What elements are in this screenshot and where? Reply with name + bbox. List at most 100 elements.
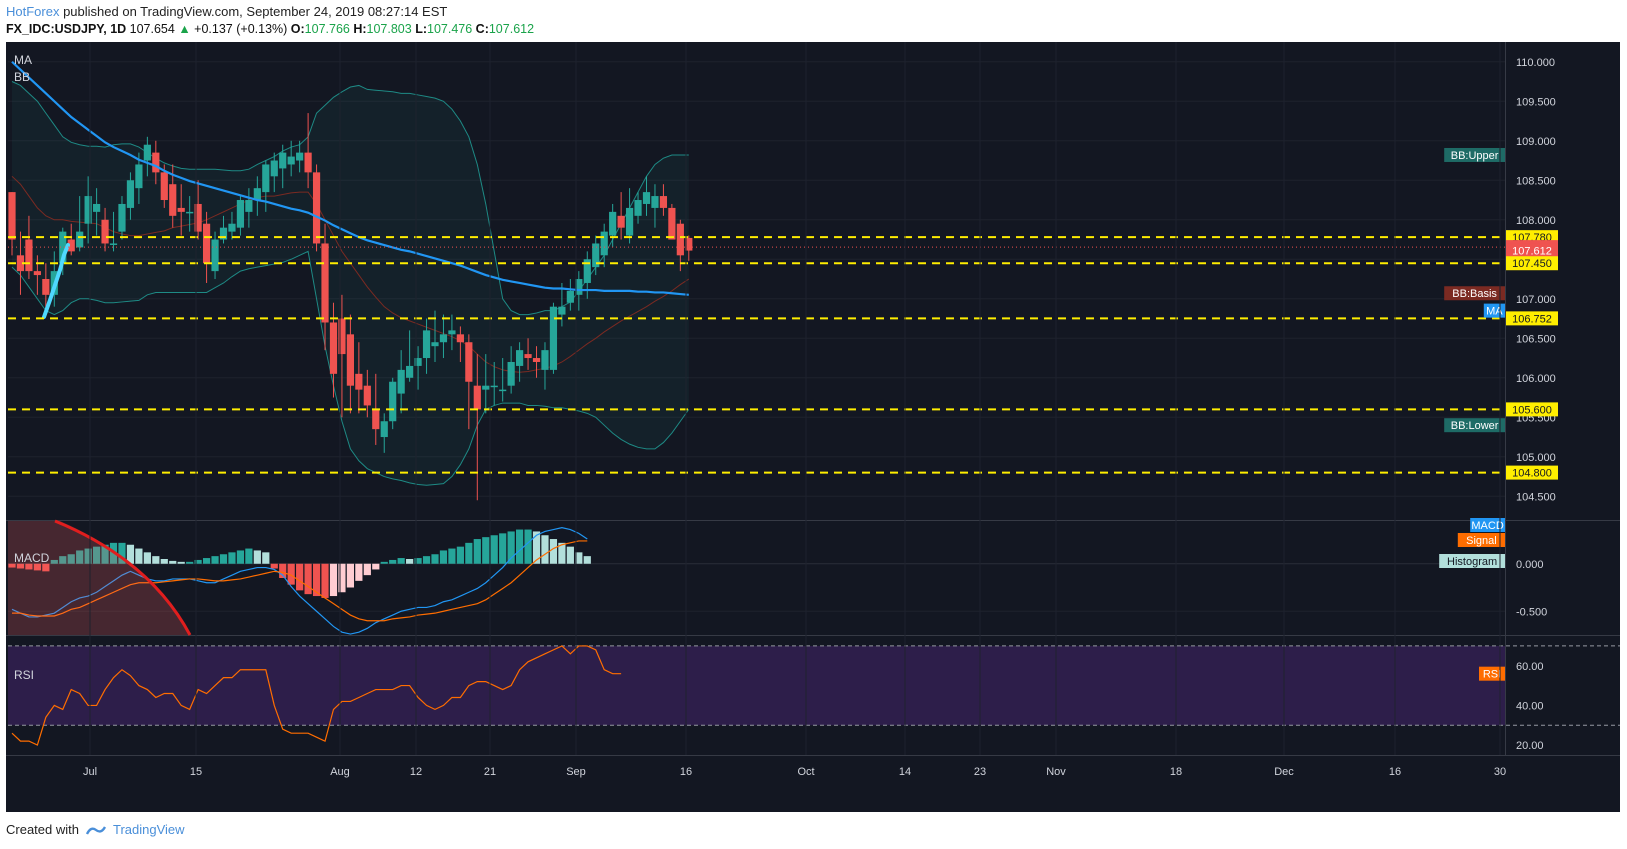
series-tag: BB:Lower (1444, 418, 1505, 433)
close-label: C: (472, 22, 489, 36)
candle-body (592, 243, 600, 268)
histogram-bar (194, 559, 202, 564)
candle-body (101, 219, 109, 244)
candle (304, 113, 312, 189)
candle-body (490, 385, 498, 388)
macd-legend-text: Signal (1466, 535, 1497, 547)
rsi-tick-label: 20.00 (1516, 740, 1544, 752)
histogram-bar (304, 563, 312, 595)
price-tag: 104.800 (1506, 465, 1558, 480)
up-arrow-icon: ▲ (178, 22, 191, 36)
candle (84, 176, 92, 244)
series-tag-bg (1444, 418, 1505, 433)
histogram-bar (549, 539, 558, 564)
time-tick-label: 16 (1389, 766, 1401, 778)
histogram-bar (473, 539, 481, 564)
rsi-legend-text: RSI (1483, 669, 1501, 681)
candle-body (59, 231, 67, 264)
candle-body (634, 200, 642, 216)
candle (532, 346, 541, 378)
arc-shade (8, 521, 190, 635)
open-value: 107.766 (304, 22, 350, 36)
macd-panel[interactable] (6, 519, 1620, 636)
histogram-bar (16, 563, 25, 569)
series-tag: MA (1483, 303, 1505, 318)
symbol-label: FX_IDC:USDJPY, 1D (6, 22, 130, 36)
candle-body (363, 385, 371, 406)
price-tick-label: 106.000 (1516, 373, 1556, 385)
candle-body (406, 365, 414, 378)
candle-body (431, 342, 439, 347)
price-tag: 105.600 (1506, 402, 1558, 417)
candle (177, 184, 185, 236)
series-tag-bg (1444, 147, 1505, 162)
candle-body (372, 409, 380, 430)
macd-legend-bg (1439, 554, 1505, 568)
publish-info: published on TradingView.com, September … (59, 4, 448, 19)
candle-body (143, 144, 151, 161)
macd-legend-tag: MACD (1470, 518, 1505, 532)
candle (270, 152, 278, 193)
candle (600, 223, 608, 268)
candle-body (279, 152, 287, 169)
candle (93, 188, 101, 236)
histogram-bar (143, 552, 151, 564)
series-tag: BB:Basis (1444, 286, 1505, 301)
tradingview-link[interactable]: TradingView (112, 822, 185, 837)
price-panel[interactable] (6, 60, 1620, 521)
candle-body (397, 369, 405, 394)
candle-body (8, 192, 16, 240)
histogram-bar (456, 546, 464, 564)
time-axis[interactable]: Jul 15 Aug 12 21 Sep 16 Oct 14 23 Nov 18 Dec 16 30 (83, 42, 1506, 778)
candle-body (482, 385, 490, 390)
candle-body (228, 223, 236, 232)
histogram-bar (8, 563, 16, 568)
histogram-bar (346, 563, 354, 588)
histogram-bar (296, 563, 304, 591)
histogram-bar (202, 558, 211, 564)
candle (346, 314, 354, 414)
candle (414, 346, 422, 390)
time-tick-label: Sep (566, 766, 586, 778)
candle-body (448, 330, 456, 335)
histogram-bar (431, 554, 439, 564)
price-tag-text: 104.800 (1512, 468, 1552, 480)
histogram-bar (33, 563, 41, 571)
rsi-tick-label: 40.00 (1516, 700, 1544, 712)
price-axis[interactable]: 110.000109.500109.000108.500108.000107.5… (1439, 42, 1558, 756)
histogram-bar (211, 556, 219, 564)
histogram-bar (532, 531, 541, 564)
candle (642, 176, 651, 216)
macd-tick-label: -0.500 (1516, 606, 1547, 618)
histogram-bar (507, 531, 515, 564)
close-value: 107.612 (488, 22, 535, 36)
histogram-bar (50, 559, 58, 564)
series-tag-text: BB:Basis (1452, 288, 1497, 300)
candle-body (439, 334, 448, 343)
candle (33, 255, 41, 295)
candle-body (211, 239, 219, 272)
price-tick-label: 104.500 (1516, 491, 1556, 503)
price-tag-text: 106.752 (1512, 313, 1552, 325)
candle (194, 180, 202, 240)
candle-body (177, 207, 185, 212)
time-tick-label: 15 (190, 766, 202, 778)
price-tag-text: 105.600 (1512, 404, 1552, 416)
time-tick-label: 30 (1494, 766, 1506, 778)
time-tick-label: Dec (1274, 766, 1294, 778)
candle-body (456, 334, 464, 343)
rsi-panel[interactable] (6, 645, 1620, 756)
candle-body (245, 200, 253, 212)
open-label: O: (287, 22, 305, 36)
histogram-bar (482, 537, 490, 564)
candle-body (516, 350, 524, 366)
macd-line (11, 527, 588, 635)
price-tag: 106.752 (1506, 311, 1558, 326)
price-tag-bg (1506, 465, 1558, 480)
candle (312, 164, 321, 252)
candle-body (414, 358, 422, 366)
candle (118, 196, 126, 240)
publisher-name[interactable]: HotForex (6, 4, 60, 19)
candle-body (338, 318, 346, 355)
